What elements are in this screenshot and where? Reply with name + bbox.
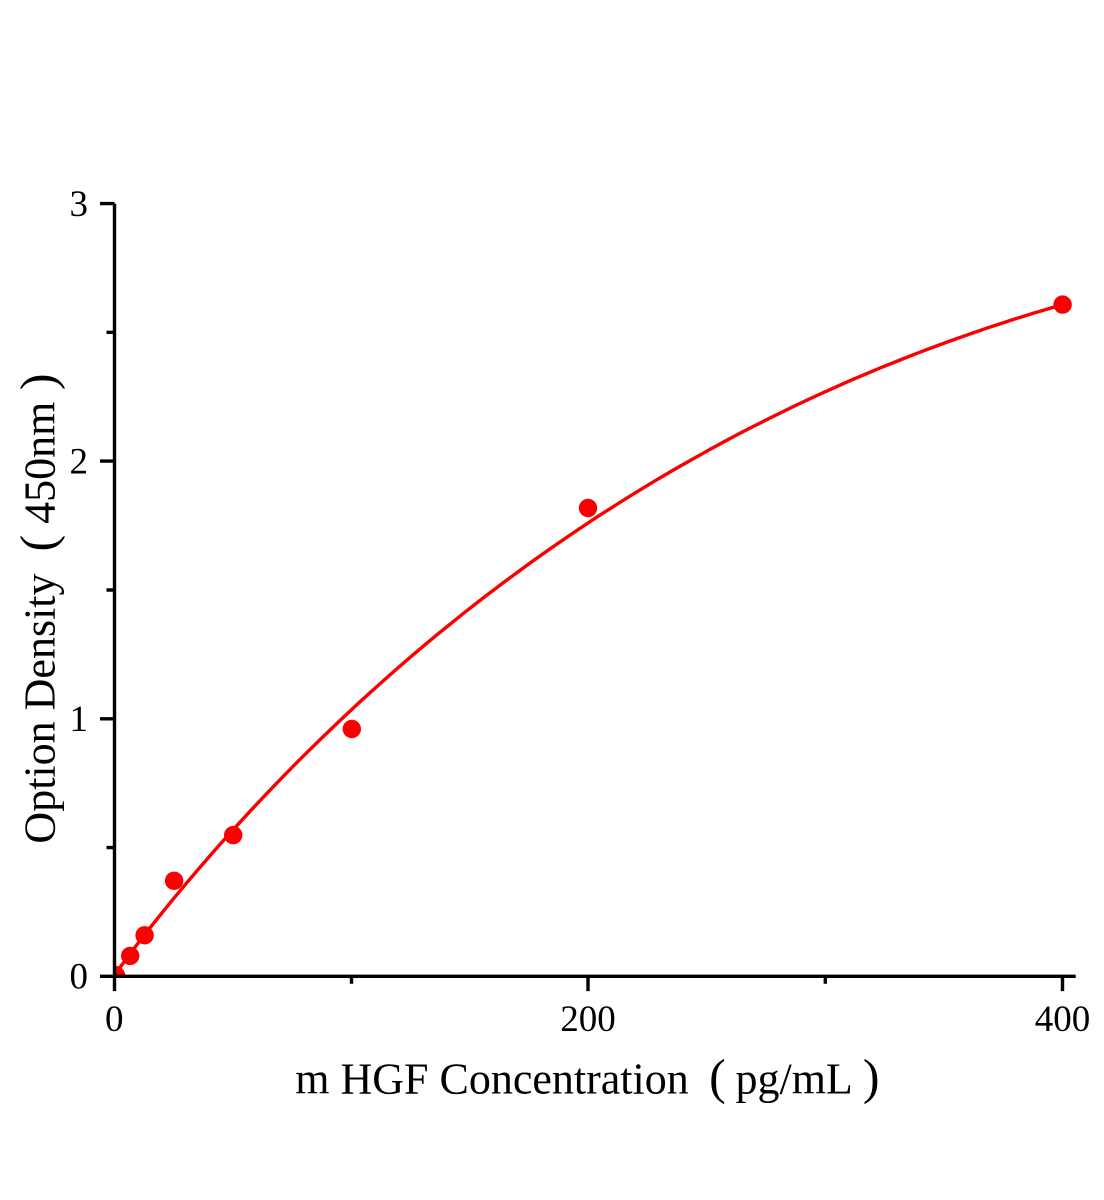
svg-text:1: 1 <box>70 699 89 740</box>
svg-text:3: 3 <box>70 184 89 225</box>
svg-text:400: 400 <box>1035 999 1091 1040</box>
svg-text:0: 0 <box>70 957 89 998</box>
svg-text:0: 0 <box>105 999 124 1040</box>
svg-text:200: 200 <box>560 999 616 1040</box>
svg-text:Option Density(450nm): Option Density(450nm) <box>10 373 66 843</box>
svg-text:2: 2 <box>70 441 89 482</box>
svg-text:m HGF Concentration(pg/mL): m HGF Concentration(pg/mL) <box>295 1049 879 1105</box>
